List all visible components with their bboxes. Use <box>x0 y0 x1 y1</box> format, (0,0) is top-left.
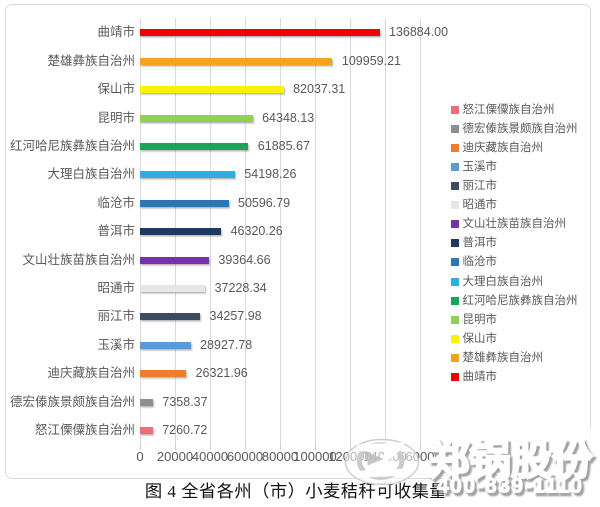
svg-text:郑锅股份: 郑锅股份 <box>431 440 595 486</box>
svg-text:400-839-1110: 400-839-1110 <box>437 475 583 498</box>
svg-text:400-839-1110: 400-839-1110 <box>439 477 585 500</box>
svg-text:郑锅股份: 郑锅股份 <box>429 437 593 483</box>
